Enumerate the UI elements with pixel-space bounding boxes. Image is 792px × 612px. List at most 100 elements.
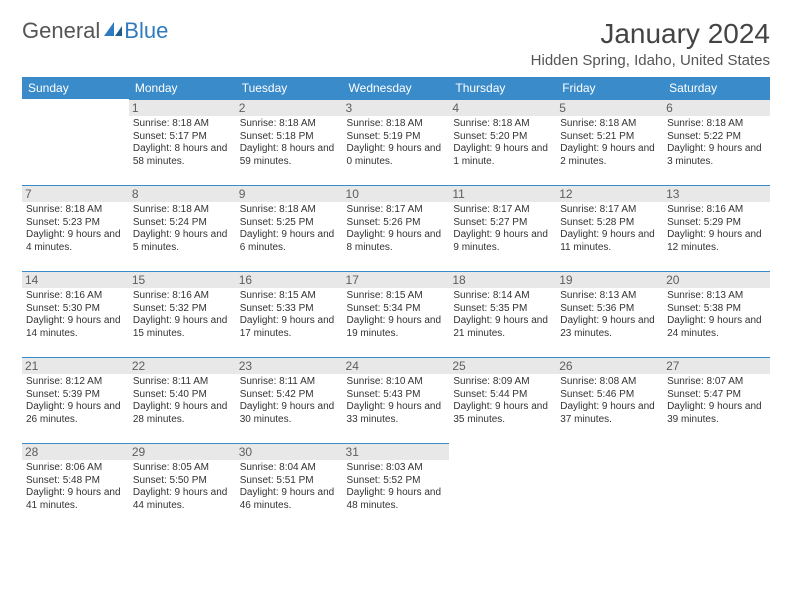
day-info: Sunrise: 8:03 AMSunset: 5:52 PMDaylight:…	[347, 462, 446, 512]
day-info: Sunrise: 8:13 AMSunset: 5:36 PMDaylight:…	[560, 290, 659, 340]
day-number: 25	[449, 358, 556, 374]
calendar-cell: 31 Sunrise: 8:03 AMSunset: 5:52 PMDayligh…	[343, 443, 450, 529]
day-wrap: 21 Sunrise: 8:12 AMSunset: 5:39 PMDayligh…	[22, 357, 129, 443]
day-wrap: 13Sunrise: 8:16 AMSunset: 5:29 PMDayligh…	[663, 185, 770, 271]
day-number: 5	[556, 100, 663, 116]
weekday-header: Thursday	[449, 77, 556, 99]
month-title: January 2024	[531, 18, 770, 50]
day-wrap: 22Sunrise: 8:11 AMSunset: 5:40 PMDayligh…	[129, 357, 236, 443]
day-info: Sunrise: 8:12 AMSunset: 5:39 PMDaylight:…	[26, 376, 125, 426]
day-number: 31	[343, 444, 450, 460]
day-number: 28	[22, 444, 129, 460]
calendar-cell: 11Sunrise: 8:17 AMSunset: 5:27 PMDayligh…	[449, 185, 556, 271]
day-wrap: 25 Sunrise: 8:09 AMSunset: 5:44 PMDayligh…	[449, 357, 556, 443]
day-wrap: 1Sunrise: 8:18 AMSunset: 5:17 PMDaylight…	[129, 99, 236, 185]
day-info: Sunrise: 8:18 AMSunset: 5:20 PMDaylight:…	[453, 118, 552, 168]
day-wrap: 12Sunrise: 8:17 AMSunset: 5:28 PMDayligh…	[556, 185, 663, 271]
weekday-header-row: SundayMondayTuesdayWednesdayThursdayFrid…	[22, 77, 770, 99]
day-info: Sunrise: 8:04 AMSunset: 5:51 PMDaylight:…	[240, 462, 339, 512]
calendar-cell: 14Sunrise: 8:16 AMSunset: 5:30 PMDayligh…	[22, 271, 129, 357]
calendar-cell: 3Sunrise: 8:18 AMSunset: 5:19 PMDaylight…	[343, 99, 450, 185]
day-wrap: 29Sunrise: 8:05 AMSunset: 5:50 PMDayligh…	[129, 443, 236, 529]
calendar-cell: 6Sunrise: 8:18 AMSunset: 5:22 PMDaylight…	[663, 99, 770, 185]
day-number: 17	[343, 272, 450, 288]
day-number: 20	[663, 272, 770, 288]
day-wrap: 31 Sunrise: 8:03 AMSunset: 5:52 PMDayligh…	[343, 443, 450, 529]
day-info: Sunrise: 8:15 AMSunset: 5:34 PMDaylight:…	[347, 290, 446, 340]
logo: General Blue	[22, 18, 168, 44]
day-wrap: 30 Sunrise: 8:04 AMSunset: 5:51 PMDayligh…	[236, 443, 343, 529]
weekday-header: Saturday	[663, 77, 770, 99]
calendar-cell	[22, 99, 129, 185]
day-number: 30	[236, 444, 343, 460]
day-number: 19	[556, 272, 663, 288]
day-info: Sunrise: 8:13 AMSunset: 5:38 PMDaylight:…	[667, 290, 766, 340]
title-block: January 2024 Hidden Spring, Idaho, Unite…	[531, 18, 770, 69]
day-wrap: 3Sunrise: 8:18 AMSunset: 5:19 PMDaylight…	[343, 99, 450, 185]
day-number: 21	[22, 358, 129, 374]
calendar-row: 14Sunrise: 8:16 AMSunset: 5:30 PMDayligh…	[22, 271, 770, 357]
day-number: 7	[22, 186, 129, 202]
calendar-cell: 2Sunrise: 8:18 AMSunset: 5:18 PMDaylight…	[236, 99, 343, 185]
day-number: 18	[449, 272, 556, 288]
calendar-row: 1Sunrise: 8:18 AMSunset: 5:17 PMDaylight…	[22, 99, 770, 185]
day-info: Sunrise: 8:17 AMSunset: 5:26 PMDaylight:…	[347, 204, 446, 254]
day-number: 8	[129, 186, 236, 202]
calendar-row: 28 Sunrise: 8:06 AMSunset: 5:48 PMDayligh…	[22, 443, 770, 529]
day-info: Sunrise: 8:09 AMSunset: 5:44 PMDaylight:…	[453, 376, 552, 426]
day-wrap: 10 Sunrise: 8:17 AMSunset: 5:26 PMDayligh…	[343, 185, 450, 271]
location: Hidden Spring, Idaho, United States	[531, 52, 770, 69]
calendar-table: SundayMondayTuesdayWednesdayThursdayFrid…	[22, 77, 770, 529]
day-number: 2	[236, 100, 343, 116]
day-wrap: 9Sunrise: 8:18 AMSunset: 5:25 PMDaylight…	[236, 185, 343, 271]
day-info: Sunrise: 8:08 AMSunset: 5:46 PMDaylight:…	[560, 376, 659, 426]
day-info: Sunrise: 8:18 AMSunset: 5:22 PMDaylight:…	[667, 118, 766, 168]
day-number: 14	[22, 272, 129, 288]
day-wrap: 15Sunrise: 8:16 AMSunset: 5:32 PMDayligh…	[129, 271, 236, 357]
empty-cell	[556, 443, 663, 529]
day-info: Sunrise: 8:18 AMSunset: 5:24 PMDaylight:…	[133, 204, 232, 254]
day-info: Sunrise: 8:18 AMSunset: 5:25 PMDaylight:…	[240, 204, 339, 254]
calendar-cell: 15Sunrise: 8:16 AMSunset: 5:32 PMDayligh…	[129, 271, 236, 357]
day-wrap: 11Sunrise: 8:17 AMSunset: 5:27 PMDayligh…	[449, 185, 556, 271]
day-wrap: 20 Sunrise: 8:13 AMSunset: 5:38 PMDayligh…	[663, 271, 770, 357]
calendar-cell: 1Sunrise: 8:18 AMSunset: 5:17 PMDaylight…	[129, 99, 236, 185]
day-number: 23	[236, 358, 343, 374]
day-number: 26	[556, 358, 663, 374]
header: General Blue January 2024 Hidden Spring,…	[22, 18, 770, 69]
calendar-cell: 22Sunrise: 8:11 AMSunset: 5:40 PMDayligh…	[129, 357, 236, 443]
day-wrap: 26 Sunrise: 8:08 AMSunset: 5:46 PMDayligh…	[556, 357, 663, 443]
logo-text-blue: Blue	[124, 18, 168, 44]
calendar-cell: 12Sunrise: 8:17 AMSunset: 5:28 PMDayligh…	[556, 185, 663, 271]
day-info: Sunrise: 8:15 AMSunset: 5:33 PMDaylight:…	[240, 290, 339, 340]
calendar-row: 7Sunrise: 8:18 AMSunset: 5:23 PMDaylight…	[22, 185, 770, 271]
day-wrap: 2Sunrise: 8:18 AMSunset: 5:18 PMDaylight…	[236, 99, 343, 185]
weekday-header: Wednesday	[343, 77, 450, 99]
calendar-cell: 27Sunrise: 8:07 AMSunset: 5:47 PMDayligh…	[663, 357, 770, 443]
calendar-cell: 20 Sunrise: 8:13 AMSunset: 5:38 PMDayligh…	[663, 271, 770, 357]
day-number: 13	[663, 186, 770, 202]
day-wrap: 17 Sunrise: 8:15 AMSunset: 5:34 PMDayligh…	[343, 271, 450, 357]
weekday-header: Friday	[556, 77, 663, 99]
day-wrap: 23Sunrise: 8:11 AMSunset: 5:42 PMDayligh…	[236, 357, 343, 443]
calendar-cell: 19 Sunrise: 8:13 AMSunset: 5:36 PMDayligh…	[556, 271, 663, 357]
day-wrap: 6Sunrise: 8:18 AMSunset: 5:22 PMDaylight…	[663, 99, 770, 185]
day-number: 12	[556, 186, 663, 202]
calendar-cell: 18Sunrise: 8:14 AMSunset: 5:35 PMDayligh…	[449, 271, 556, 357]
weekday-header: Tuesday	[236, 77, 343, 99]
calendar-cell: 30 Sunrise: 8:04 AMSunset: 5:51 PMDayligh…	[236, 443, 343, 529]
day-number: 22	[129, 358, 236, 374]
day-info: Sunrise: 8:18 AMSunset: 5:19 PMDaylight:…	[347, 118, 446, 168]
day-wrap: 8 Sunrise: 8:18 AMSunset: 5:24 PMDaylight…	[129, 185, 236, 271]
calendar-cell: 9Sunrise: 8:18 AMSunset: 5:25 PMDaylight…	[236, 185, 343, 271]
day-info: Sunrise: 8:06 AMSunset: 5:48 PMDaylight:…	[26, 462, 125, 512]
day-wrap: 19 Sunrise: 8:13 AMSunset: 5:36 PMDayligh…	[556, 271, 663, 357]
day-wrap: 24Sunrise: 8:10 AMSunset: 5:43 PMDayligh…	[343, 357, 450, 443]
day-number: 10	[343, 186, 450, 202]
day-wrap: 27Sunrise: 8:07 AMSunset: 5:47 PMDayligh…	[663, 357, 770, 443]
calendar-cell: 29Sunrise: 8:05 AMSunset: 5:50 PMDayligh…	[129, 443, 236, 529]
day-info: Sunrise: 8:10 AMSunset: 5:43 PMDaylight:…	[347, 376, 446, 426]
calendar-cell: 23Sunrise: 8:11 AMSunset: 5:42 PMDayligh…	[236, 357, 343, 443]
day-info: Sunrise: 8:07 AMSunset: 5:47 PMDaylight:…	[667, 376, 766, 426]
calendar-cell: 24Sunrise: 8:10 AMSunset: 5:43 PMDayligh…	[343, 357, 450, 443]
